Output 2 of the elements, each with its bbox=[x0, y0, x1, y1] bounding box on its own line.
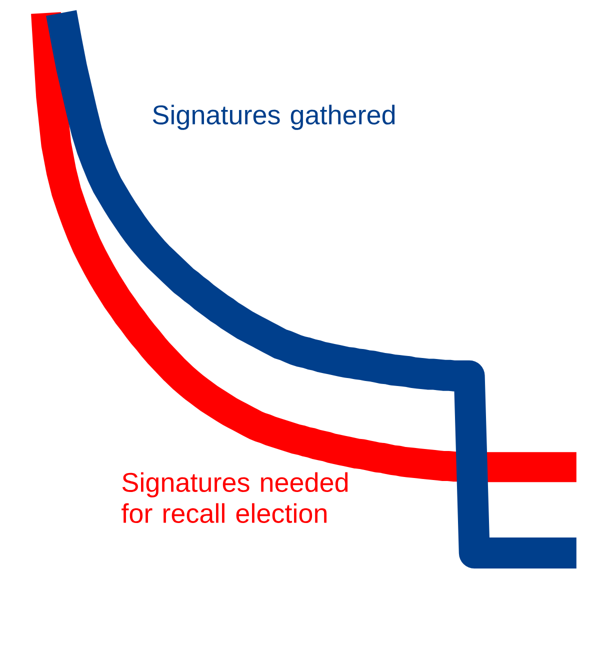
text: Signatures gathered bbox=[152, 104, 395, 130]
series-label: Signatures needed for recall election bbox=[122, 472, 348, 524]
